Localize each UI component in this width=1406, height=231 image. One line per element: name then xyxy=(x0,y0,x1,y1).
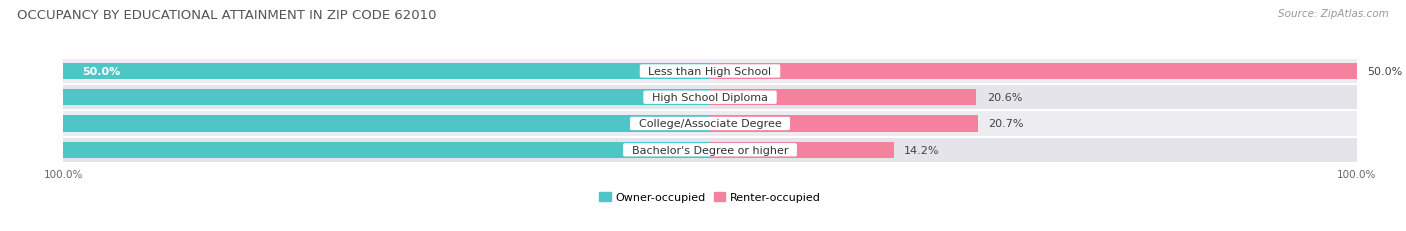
Text: 20.7%: 20.7% xyxy=(988,119,1024,129)
Bar xyxy=(63,64,710,80)
Bar xyxy=(0,116,710,132)
Bar xyxy=(63,112,1357,136)
Bar xyxy=(63,138,1357,162)
Bar xyxy=(63,86,1357,110)
Text: 50.0%: 50.0% xyxy=(83,67,121,77)
Text: High School Diploma: High School Diploma xyxy=(645,93,775,103)
Bar xyxy=(63,60,1357,84)
Text: Less than High School: Less than High School xyxy=(641,67,779,77)
Bar xyxy=(710,64,1357,80)
Text: Source: ZipAtlas.com: Source: ZipAtlas.com xyxy=(1278,9,1389,19)
Bar xyxy=(710,90,977,106)
Text: Bachelor's Degree or higher: Bachelor's Degree or higher xyxy=(624,145,796,155)
Bar xyxy=(710,116,977,132)
Text: 20.6%: 20.6% xyxy=(987,93,1022,103)
Bar xyxy=(0,90,710,106)
Text: 50.0%: 50.0% xyxy=(1367,67,1402,77)
Text: OCCUPANCY BY EDUCATIONAL ATTAINMENT IN ZIP CODE 62010: OCCUPANCY BY EDUCATIONAL ATTAINMENT IN Z… xyxy=(17,9,436,22)
Text: 14.2%: 14.2% xyxy=(904,145,939,155)
Bar xyxy=(0,142,710,158)
Text: College/Associate Degree: College/Associate Degree xyxy=(631,119,789,129)
Bar xyxy=(710,142,894,158)
Legend: Owner-occupied, Renter-occupied: Owner-occupied, Renter-occupied xyxy=(599,192,821,202)
